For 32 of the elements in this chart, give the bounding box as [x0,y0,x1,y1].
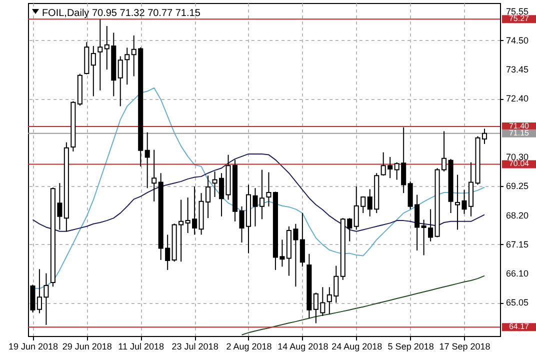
candlestick [98,18,103,91]
x-tick-label: 19 Jun 2018 [8,342,58,352]
x-tick-label: 2 Aug 2018 [226,342,272,352]
x-tick-label: 23 Jul 2018 [172,342,218,352]
ref-line-label: 70.04 [508,159,530,168]
y-tick-label: 69.25 [506,181,529,192]
y-tick-label: 65.05 [506,298,529,308]
x-tick-label: 11 Jul 2018 [118,342,164,352]
y-tick-label: 66.10 [506,268,529,279]
candlestick [266,172,272,207]
candlestick [152,149,157,202]
x-tick-label: 17 Sep 2018 [439,342,490,352]
y-tick-label: 74.50 [506,35,529,46]
line-series [32,153,485,232]
y-tick-label: 67.15 [506,239,529,250]
y-tick-label: 72.40 [506,94,529,104]
y-tick-label: 68.20 [506,210,529,220]
y-tick-label: 73.45 [506,64,529,75]
y-tick-label: 75.55 [506,6,529,16]
x-tick-label: 29 Jun 2018 [62,342,112,352]
ref-line-label: 75.27 [508,14,530,24]
x-tick-label: 14 Aug 2018 [278,342,328,352]
candlestick [144,132,150,189]
x-tick-label: 5 Sep 2018 [388,342,434,352]
chart-title: FOIL,Daily 70.95 71.32 70.77 71.15 [42,8,201,19]
ref-line-label: 71.40 [508,121,530,130]
line-series [241,275,485,336]
candlestick [90,46,96,97]
ref-line-label: 64.17 [508,322,530,332]
ref-line-label: 71.15 [508,128,530,138]
candlestick [300,212,305,268]
x-tick-label: 24 Aug 2018 [332,342,382,352]
